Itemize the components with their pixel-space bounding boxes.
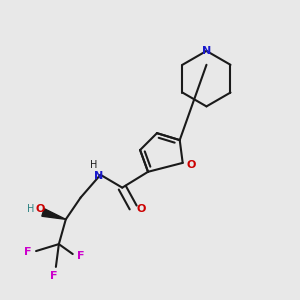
Text: F: F xyxy=(77,251,84,261)
Text: N: N xyxy=(202,46,211,56)
Text: F: F xyxy=(50,271,58,281)
Text: O: O xyxy=(136,204,146,214)
Polygon shape xyxy=(42,208,66,219)
Text: F: F xyxy=(24,247,32,257)
Text: O: O xyxy=(187,160,196,170)
Text: H: H xyxy=(90,160,97,170)
Text: H: H xyxy=(27,204,35,214)
Text: O: O xyxy=(35,204,45,214)
Text: N: N xyxy=(94,171,103,181)
